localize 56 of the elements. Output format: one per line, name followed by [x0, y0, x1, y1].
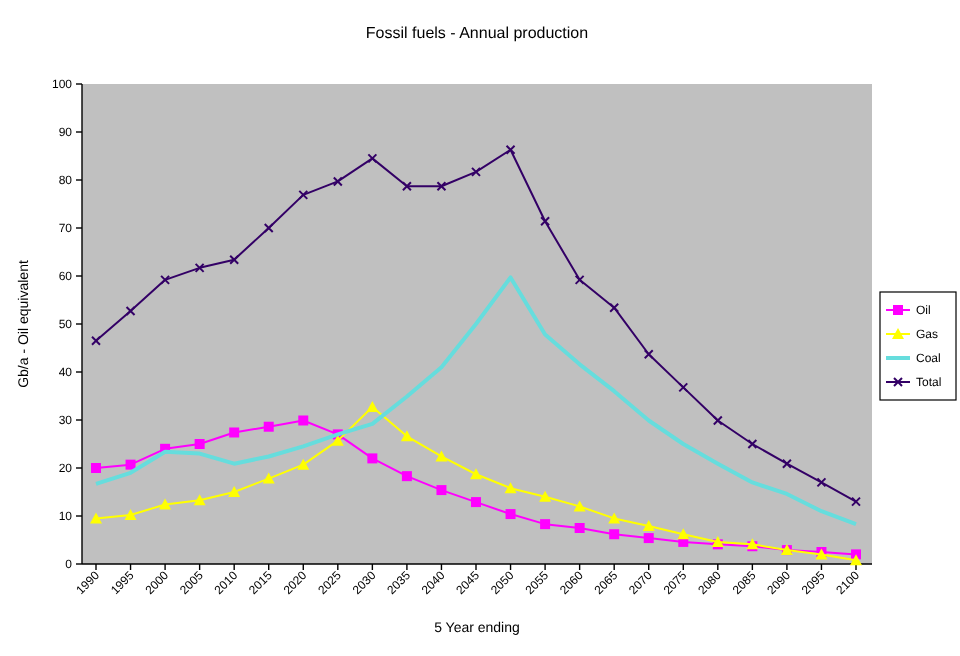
point [262, 472, 275, 484]
point [193, 494, 206, 506]
point [159, 498, 172, 510]
point [436, 181, 447, 192]
point [160, 274, 171, 285]
point [504, 482, 517, 494]
point [677, 528, 690, 540]
point [90, 512, 102, 524]
point [505, 509, 516, 520]
point [298, 189, 309, 200]
point [643, 349, 654, 360]
point [400, 430, 413, 442]
point [367, 453, 378, 464]
point [850, 554, 862, 566]
line-series [94, 275, 858, 527]
point [229, 254, 240, 265]
point [332, 176, 343, 187]
point [401, 181, 412, 192]
point [747, 439, 758, 449]
point [642, 520, 655, 532]
point [540, 519, 551, 530]
point [816, 477, 827, 488]
point [297, 458, 310, 470]
point [471, 166, 481, 177]
point [229, 427, 240, 438]
chart-title: Fossil fuels - Annual production [365, 24, 589, 42]
point [263, 223, 274, 233]
point [539, 490, 552, 502]
point [643, 533, 654, 544]
point [228, 486, 241, 497]
point [194, 439, 205, 449]
point [367, 153, 378, 164]
point [125, 306, 136, 317]
point [609, 529, 620, 540]
point [91, 463, 101, 473]
point [540, 216, 551, 227]
point [574, 274, 585, 285]
point [712, 415, 723, 426]
point [573, 500, 586, 512]
point [194, 262, 205, 273]
point [366, 401, 379, 413]
point [435, 450, 448, 462]
point [470, 468, 482, 480]
point [781, 458, 792, 469]
point [124, 509, 137, 521]
point [298, 415, 309, 426]
point [608, 512, 621, 524]
point [263, 421, 274, 432]
point [505, 144, 516, 155]
point [574, 523, 585, 533]
point [401, 471, 412, 482]
point [436, 485, 447, 496]
point [471, 497, 481, 508]
point [678, 382, 689, 393]
point [609, 302, 620, 313]
point [125, 459, 136, 470]
